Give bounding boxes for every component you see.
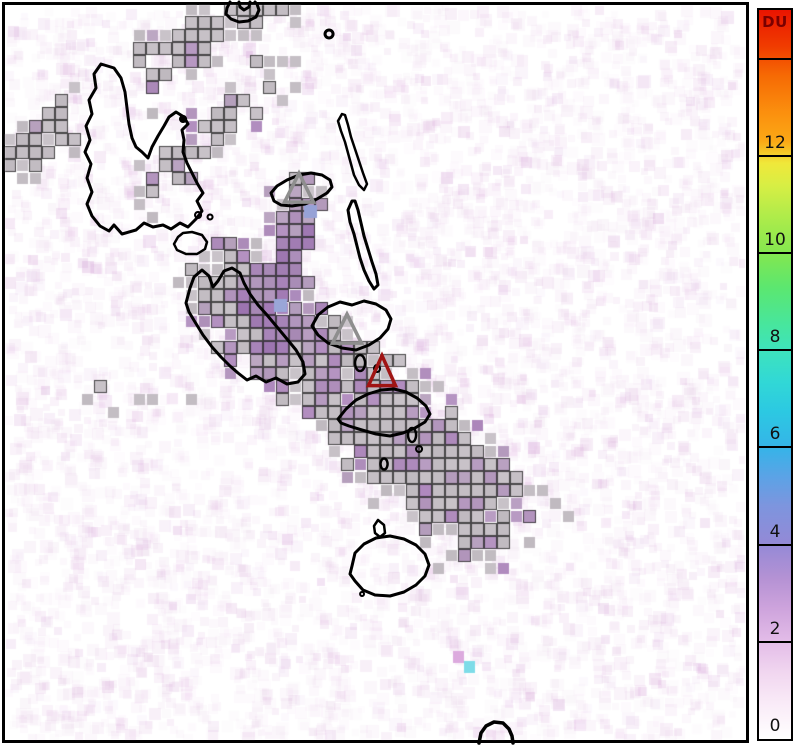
colorbar-tick <box>759 154 791 157</box>
ring-islet-north-coastline <box>323 28 335 40</box>
malo-island-coastline <box>172 230 209 256</box>
ambae-island-coastline <box>269 171 334 208</box>
colorbar-tick-label: 6 <box>769 424 781 445</box>
espiritu-santo-coastline <box>83 62 205 236</box>
colorbar-tick-label: 10 <box>764 229 786 250</box>
santo-ne-islet-coastline <box>179 115 188 123</box>
colorbar-tick <box>759 57 791 60</box>
colorbar-unit-label: DU <box>762 13 788 31</box>
efate-sw-islet-coastline <box>359 591 366 597</box>
colorbar-tick <box>759 640 791 643</box>
aore-islet-coastline <box>194 211 203 219</box>
colorbar-tick-label: 12 <box>764 132 786 153</box>
colorbar-tick <box>759 446 791 449</box>
epi-island-coastline <box>336 387 432 438</box>
erromango-north-tip-coastline <box>477 720 515 745</box>
colorbar-tick <box>759 543 791 546</box>
colorbar: DU 12 10 8 6 4 2 0 <box>757 8 793 741</box>
colorbar-tick-label: 2 <box>769 618 781 639</box>
colorbar-tick <box>759 251 791 254</box>
volcano-marker-ambrym <box>329 310 365 345</box>
tongariki-islet-coastline <box>379 457 389 471</box>
colorbar-tick-label: 4 <box>769 521 781 542</box>
efate-island-coastline <box>348 534 431 598</box>
shepherd-islet-coastline <box>406 426 418 444</box>
malakula-island-coastline <box>184 266 307 386</box>
aore-islet-2-coastline <box>206 213 214 221</box>
maewo-island-coastline <box>336 112 369 192</box>
colorbar-tick-label: 0 <box>769 716 781 736</box>
paama-island-coastline <box>353 353 367 373</box>
volcano-marker-aoba <box>281 169 317 204</box>
ambrym-island-coastline <box>310 299 393 352</box>
colorbar-tick <box>759 349 791 352</box>
volcano-marker-lopevi <box>365 351 399 388</box>
banks-island-partial-coastline <box>224 0 261 24</box>
pentecost-island-coastline <box>346 199 380 291</box>
colorbar-tick-label: 8 <box>769 327 781 348</box>
nguna-islet-coastline <box>372 518 387 539</box>
shepherd-islet-2-coastline <box>415 445 424 453</box>
